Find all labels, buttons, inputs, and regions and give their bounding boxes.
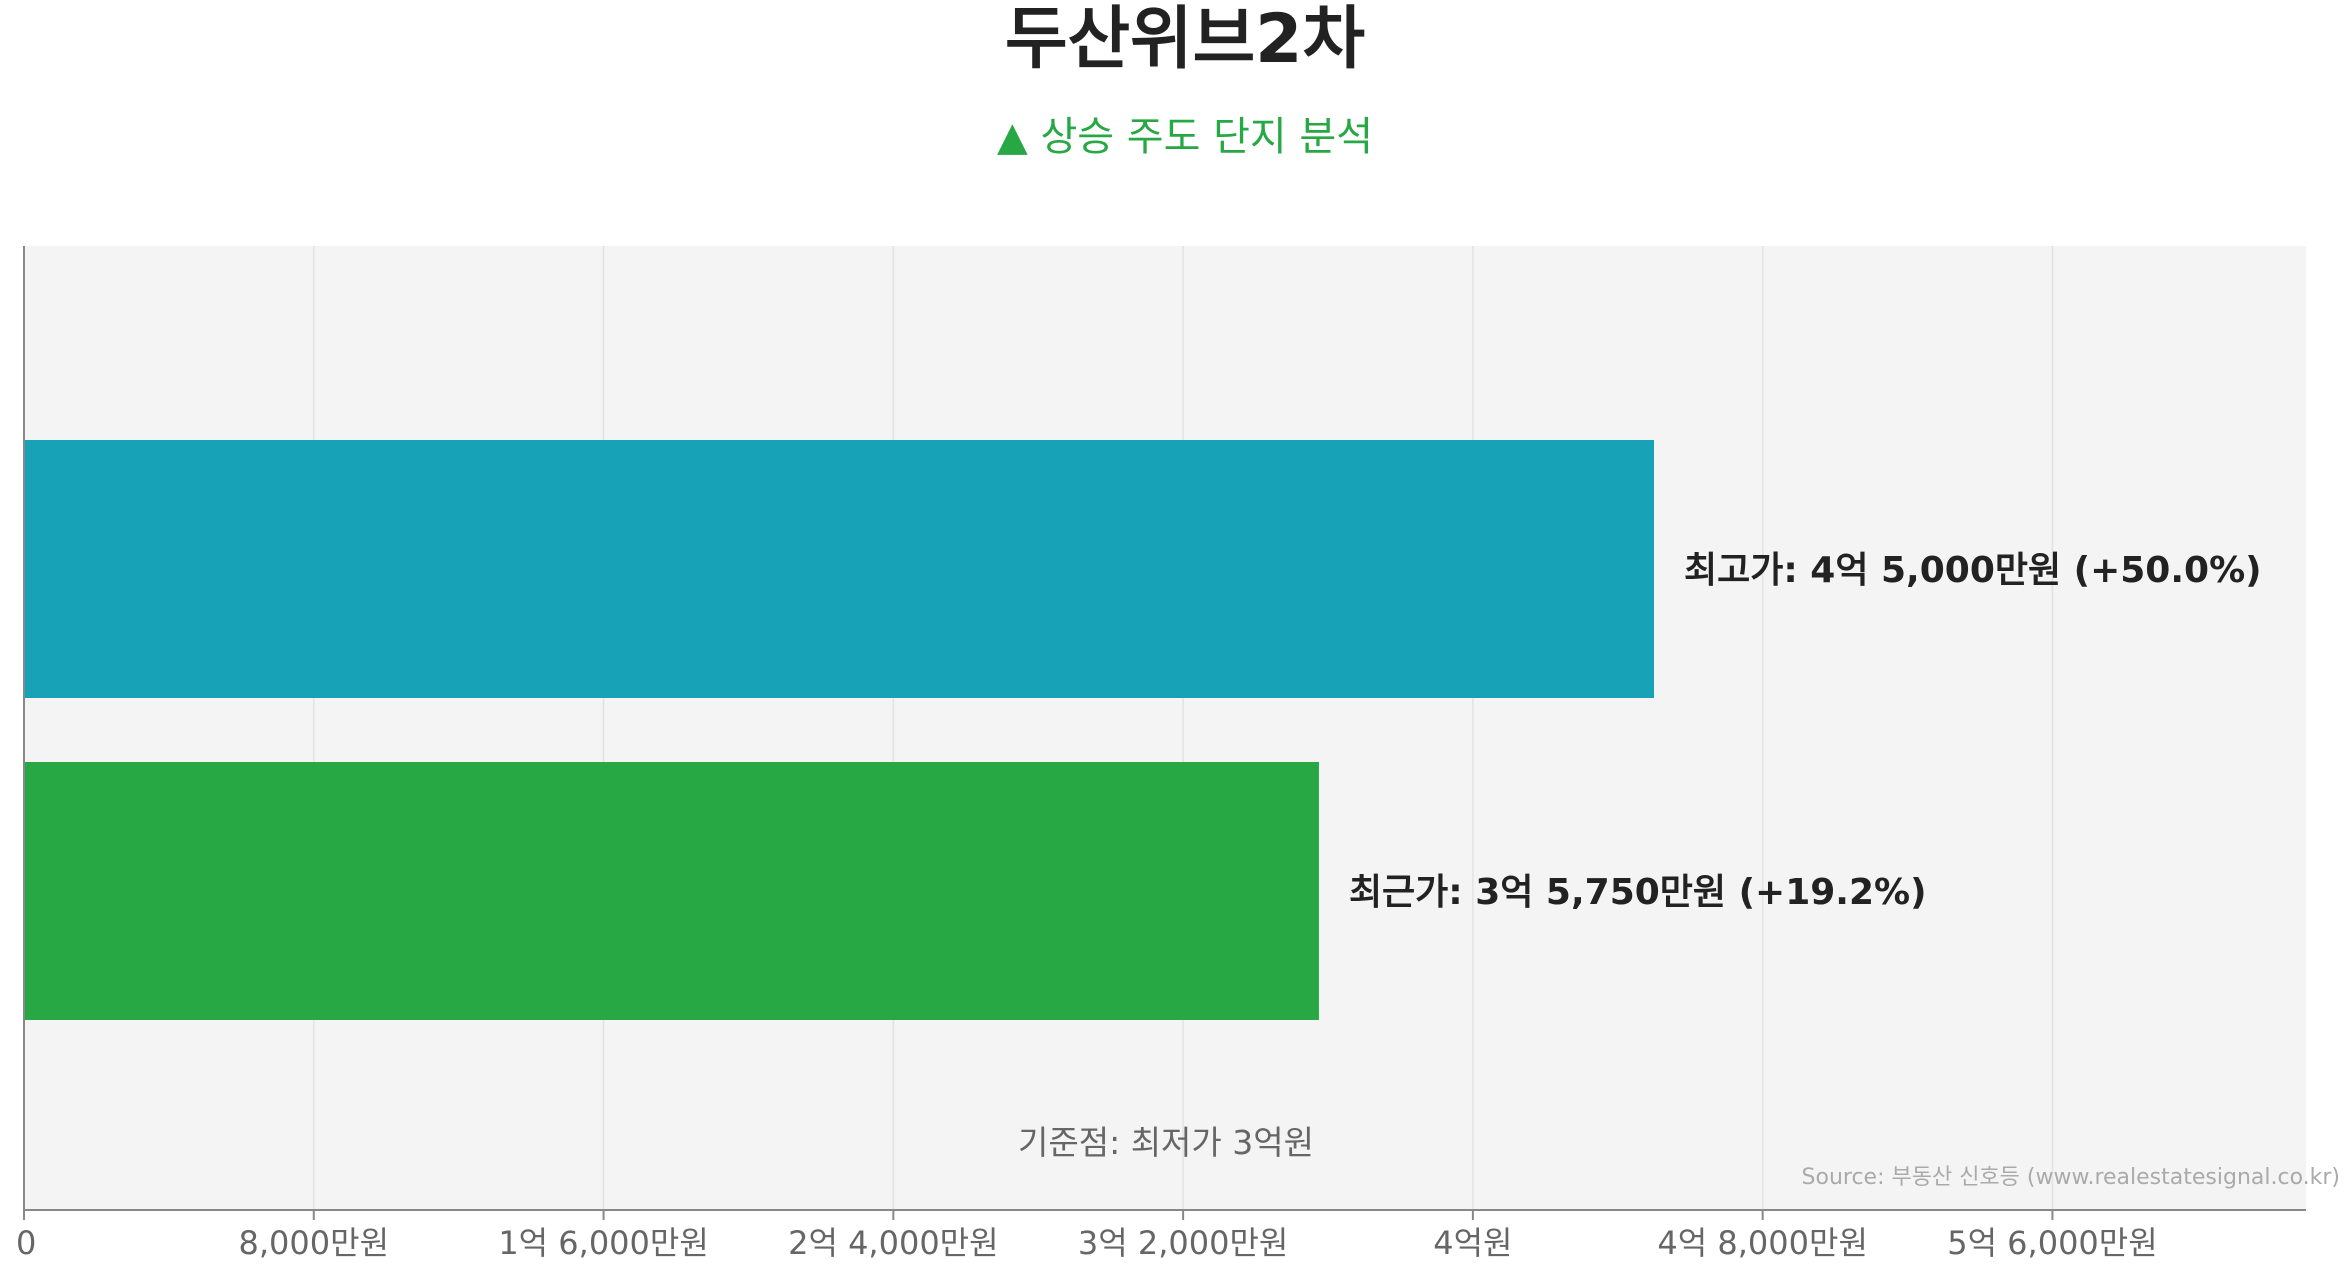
baseline-note: 기준점: 최저가 3억원 — [1018, 1123, 1314, 1162]
x-tick-label: 4억 8,000만원 — [1657, 1224, 1867, 1262]
plot-area — [24, 246, 2306, 1210]
x-tick-label: 5억 6,000만원 — [1947, 1224, 2157, 1262]
bar-recent-price — [24, 762, 1319, 1020]
x-tick-label: 8,000만원 — [239, 1224, 390, 1262]
chart-subtitle: ▲ 상승 주도 단지 분석 — [997, 114, 1373, 160]
x-tick-label: 0 — [16, 1224, 36, 1262]
chart-title: 두산위브2차 — [1005, 0, 1365, 79]
bar-highest-price — [24, 440, 1654, 698]
bar-labels: 최고가: 4억 5,000만원 (+50.0%) 최근가: 3억 5,750만원 … — [1349, 550, 2262, 913]
x-tick-label: 4억원 — [1433, 1224, 1512, 1262]
bar-data-label: 최고가: 4억 5,000만원 (+50.0%) — [1684, 550, 2262, 591]
bars — [24, 440, 1654, 1020]
bar-data-label: 최근가: 3억 5,750만원 (+19.2%) — [1349, 872, 1927, 913]
grid-lines — [313, 246, 2054, 1210]
source-credit: Source: 부동산 신호등 (www.realestatesignal.co… — [1802, 1165, 2340, 1190]
x-tick-label: 3억 2,000만원 — [1078, 1224, 1288, 1262]
x-axis-ticks: 0 8,000만원 1억 6,000만원 2억 4,000만원 3억 2,000만원 4억… — [16, 1210, 2158, 1262]
x-tick-label: 2억 4,000만원 — [788, 1224, 998, 1262]
x-tick-label: 1억 6,000만원 — [498, 1224, 708, 1262]
